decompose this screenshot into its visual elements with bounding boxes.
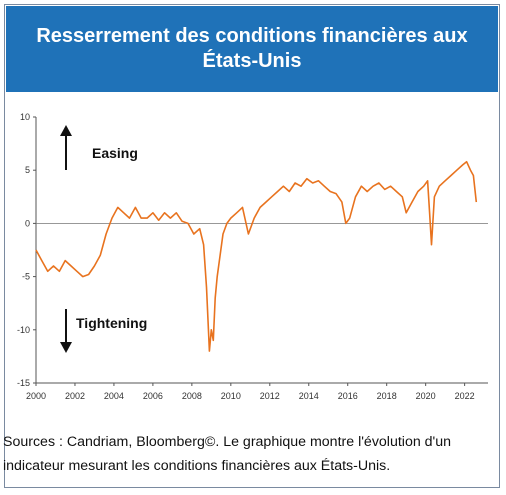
x-tick-label: 2002	[65, 391, 85, 401]
x-tick-label: 2012	[260, 391, 280, 401]
y-tick-label: -15	[17, 378, 30, 388]
y-tick-label: 5	[25, 165, 30, 175]
x-tick-label: 2010	[221, 391, 241, 401]
series-line	[35, 160, 478, 352]
tick-labels: 10 5 0 -5 -10 -15 2000 2002 2004 2006 2008 2010 2012…	[17, 112, 475, 401]
y-tick-label: -10	[17, 325, 30, 335]
y-tick-label: 10	[20, 112, 30, 122]
x-tick-label: 2008	[182, 391, 202, 401]
x-tick-label: 2006	[143, 391, 163, 401]
x-tick-label: 2000	[26, 391, 46, 401]
y-tick-label: -5	[22, 272, 30, 282]
annotations: Easing Tightening	[60, 125, 147, 353]
easing-label: Easing	[92, 145, 138, 161]
x-tick-label: 2020	[416, 391, 436, 401]
tightening-arrowhead	[60, 342, 72, 353]
x-tick-label: 2016	[338, 391, 358, 401]
chart-svg: 10 5 0 -5 -10 -15 2000 2002 2004 2006 2008 2010 2012…	[17, 112, 488, 401]
x-tick-label: 2022	[455, 391, 475, 401]
y-tick-label: 0	[25, 218, 30, 228]
chart-frame: Resserrement des conditions financières …	[4, 4, 500, 488]
x-tick-label: 2004	[104, 391, 124, 401]
x-tick-label: 2018	[377, 391, 397, 401]
chart-title: Resserrement des conditions financières …	[36, 25, 468, 72]
x-tick-label: 2014	[299, 391, 319, 401]
title-bar: Resserrement des conditions financières …	[6, 6, 498, 92]
tightening-label: Tightening	[76, 315, 147, 331]
caption: Sources : Candriam, Bloomberg©. Le graph…	[3, 434, 452, 474]
easing-arrowhead	[60, 125, 72, 136]
